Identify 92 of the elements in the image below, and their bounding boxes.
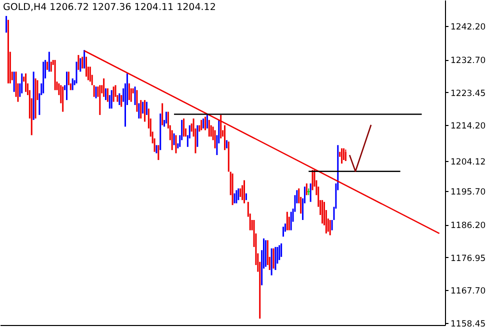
candlestick bbox=[341, 148, 343, 164]
candlestick bbox=[62, 86, 64, 112]
candlestick bbox=[66, 72, 68, 100]
candlestick bbox=[34, 78, 36, 119]
candlestick bbox=[175, 135, 177, 154]
chart-title: GOLD,H4 1206.72 1207.36 1204.11 1204.12 bbox=[3, 2, 216, 13]
candlestick bbox=[282, 226, 284, 237]
y-tick-label: 1195.70 bbox=[450, 187, 486, 198]
candlestick bbox=[329, 220, 331, 236]
y-tick-label: 1176.95 bbox=[450, 254, 486, 264]
candlestick bbox=[110, 90, 112, 109]
y-tick-label: 1204.12 bbox=[450, 158, 486, 168]
candlestick bbox=[232, 174, 234, 206]
candlestick bbox=[54, 60, 56, 90]
candlestick bbox=[331, 220, 333, 230]
candlestick bbox=[134, 86, 136, 106]
candlestick bbox=[236, 190, 238, 204]
candlestick bbox=[80, 58, 82, 72]
candlestick bbox=[118, 93, 120, 106]
candlestick bbox=[290, 212, 292, 230]
candlestick bbox=[120, 95, 122, 107]
candlestick bbox=[306, 183, 308, 196]
candlestick bbox=[173, 133, 175, 146]
candlestick bbox=[142, 102, 144, 114]
candlestick bbox=[214, 130, 216, 148]
candlestick bbox=[274, 246, 276, 270]
candlestick bbox=[226, 140, 228, 148]
y-tick-label: 1158.45 bbox=[450, 320, 486, 329]
candlestick bbox=[48, 52, 50, 72]
candlestick bbox=[286, 212, 288, 230]
candlestick bbox=[156, 145, 158, 154]
candlestick bbox=[84, 50, 86, 68]
y-tick-label: 1223.45 bbox=[450, 88, 486, 99]
candlestick bbox=[238, 188, 240, 200]
candlestick bbox=[6, 16, 8, 33]
candlestick bbox=[204, 116, 206, 130]
candlestick bbox=[13, 72, 15, 92]
candlestick bbox=[270, 248, 272, 276]
candlestick bbox=[162, 103, 164, 126]
candlestick bbox=[78, 54, 80, 70]
candlestick bbox=[322, 200, 324, 224]
candlestick bbox=[312, 170, 314, 190]
candlestick bbox=[76, 62, 78, 84]
candlestick bbox=[206, 114, 208, 128]
candlestick bbox=[278, 245, 280, 260]
candlestick bbox=[228, 142, 230, 172]
candlestick bbox=[46, 62, 48, 70]
y-tick-label: 1167.70 bbox=[450, 286, 486, 297]
candlestick bbox=[95, 86, 97, 98]
candlestick bbox=[310, 183, 312, 202]
candlestick bbox=[21, 73, 23, 94]
candlestick bbox=[85, 56, 87, 77]
candlestick bbox=[196, 125, 198, 147]
candlestick bbox=[158, 145, 160, 160]
candlestick bbox=[106, 88, 108, 102]
y-tick-label: 1214.20 bbox=[450, 122, 486, 132]
candlestick bbox=[240, 188, 242, 197]
candlestick bbox=[224, 125, 226, 150]
candlestick bbox=[99, 85, 101, 115]
candlestick bbox=[42, 62, 44, 94]
candlestick bbox=[138, 103, 140, 119]
candlestick bbox=[140, 100, 142, 119]
y-tick-label: 1186.20 bbox=[450, 221, 486, 232]
candlestick bbox=[128, 83, 130, 100]
candlestick bbox=[264, 240, 266, 267]
candlestick bbox=[136, 90, 138, 112]
candlestick bbox=[342, 148, 344, 160]
candlestick bbox=[93, 85, 95, 97]
candlestick bbox=[202, 118, 204, 128]
y-tick-label: 1242.20 bbox=[450, 22, 486, 32]
candlestick bbox=[25, 73, 27, 92]
candlestick bbox=[82, 56, 84, 68]
candlestick bbox=[160, 114, 162, 150]
candlestick bbox=[280, 243, 282, 257]
candlestick bbox=[245, 193, 247, 200]
candlestick bbox=[146, 102, 148, 115]
candlestick bbox=[234, 193, 236, 204]
y-tick-label: 1232.70 bbox=[450, 56, 486, 66]
candlestick bbox=[144, 100, 146, 122]
candlestick bbox=[208, 120, 210, 137]
candlestick bbox=[7, 20, 9, 84]
candlestick bbox=[50, 62, 52, 72]
candlestick bbox=[89, 66, 91, 82]
candlestick bbox=[272, 248, 274, 269]
candlestick bbox=[200, 120, 202, 130]
candlestick bbox=[103, 78, 105, 97]
candlestick bbox=[183, 118, 185, 137]
candlestick bbox=[165, 112, 167, 124]
candlestick bbox=[32, 72, 34, 120]
candlestick bbox=[112, 86, 114, 102]
candlestick bbox=[220, 114, 222, 138]
candlestick bbox=[72, 78, 74, 90]
